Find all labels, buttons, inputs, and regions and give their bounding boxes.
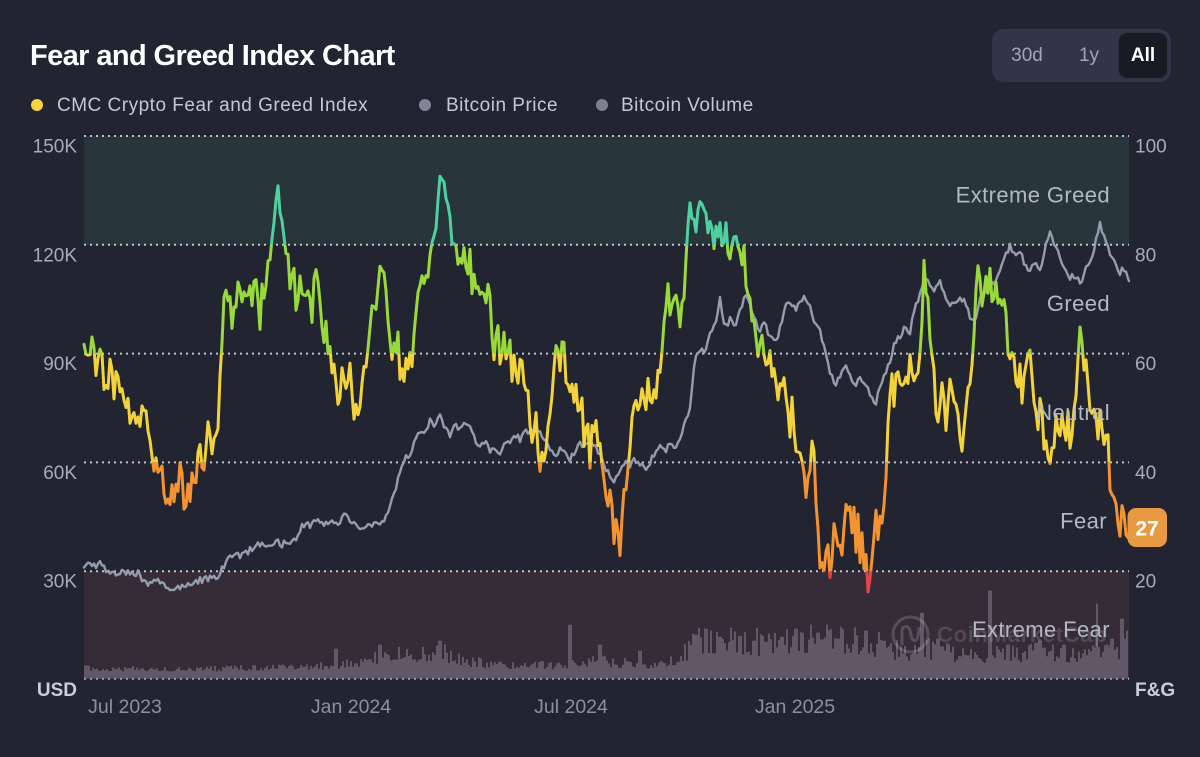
svg-text:100: 100	[1135, 137, 1167, 158]
svg-text:Fear: Fear	[1060, 509, 1107, 534]
svg-text:Jul 2023: Jul 2023	[88, 696, 162, 718]
svg-text:40: 40	[1135, 463, 1156, 484]
svg-text:90K: 90K	[43, 354, 77, 375]
svg-text:27: 27	[1135, 518, 1158, 541]
svg-text:60K: 60K	[43, 463, 77, 484]
svg-text:Greed: Greed	[1047, 291, 1110, 316]
svg-text:CoinMarketCap: CoinMarketCap	[937, 622, 1107, 647]
svg-text:Jan 2024: Jan 2024	[311, 696, 391, 718]
svg-text:F&G: F&G	[1135, 680, 1175, 701]
svg-text:Extreme Fear: Extreme Fear	[972, 617, 1110, 642]
svg-text:120K: 120K	[33, 245, 78, 266]
svg-text:Jan 2025: Jan 2025	[755, 696, 835, 718]
svg-text:Jul 2024: Jul 2024	[534, 696, 608, 718]
svg-text:20: 20	[1135, 572, 1156, 593]
svg-text:USD: USD	[37, 680, 77, 701]
svg-text:60: 60	[1135, 354, 1156, 375]
svg-text:150K: 150K	[33, 137, 78, 158]
svg-text:Extreme Greed: Extreme Greed	[956, 182, 1110, 207]
svg-text:80: 80	[1135, 245, 1156, 266]
svg-text:Neutral: Neutral	[1036, 400, 1110, 425]
svg-text:30K: 30K	[43, 572, 77, 593]
